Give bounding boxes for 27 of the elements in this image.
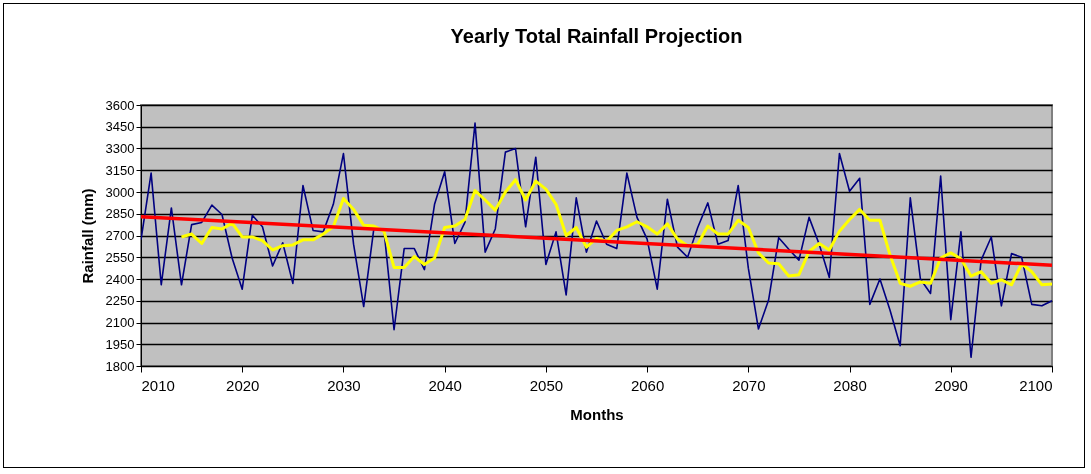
x-tick-label: 2090 xyxy=(934,376,968,394)
line-series xyxy=(179,178,1052,288)
x-tick-label: 2080 xyxy=(833,376,867,394)
y-tick-label: 3450 xyxy=(105,119,135,135)
y-tick-label: 2850 xyxy=(105,206,135,222)
y-tick-label: 1950 xyxy=(105,336,135,352)
y-tick-label: 2700 xyxy=(105,228,135,243)
y-tick-label: 3300 xyxy=(105,141,135,156)
x-tick-label: 2020 xyxy=(226,376,260,394)
y-tick-label: 3600 xyxy=(105,97,135,113)
x-tick-label: 2060 xyxy=(630,376,665,394)
x-tick-label: 2040 xyxy=(428,376,462,394)
x-tick-label: 2010 xyxy=(141,376,175,394)
x-tick-label: 2070 xyxy=(732,376,766,394)
y-tick-label: 2250 xyxy=(105,293,135,309)
y-tick-label: 3000 xyxy=(105,184,135,200)
y-axis-title: Rainfall (mm) xyxy=(78,188,96,284)
chart-title: Yearly Total Rainfall Projection xyxy=(450,25,743,47)
y-tick-label: 2100 xyxy=(105,315,135,330)
x-tick-label: 2050 xyxy=(529,376,564,394)
y-tick-label: 1800 xyxy=(105,358,135,374)
x-tick-label: 2030 xyxy=(327,376,361,394)
x-axis-title: Months xyxy=(570,405,624,423)
y-tick-label: 3150 xyxy=(105,162,135,178)
y-tick-label: 2550 xyxy=(105,249,135,265)
x-tick-label: 2100 xyxy=(1019,376,1053,394)
y-tick-label: 2400 xyxy=(105,271,135,287)
